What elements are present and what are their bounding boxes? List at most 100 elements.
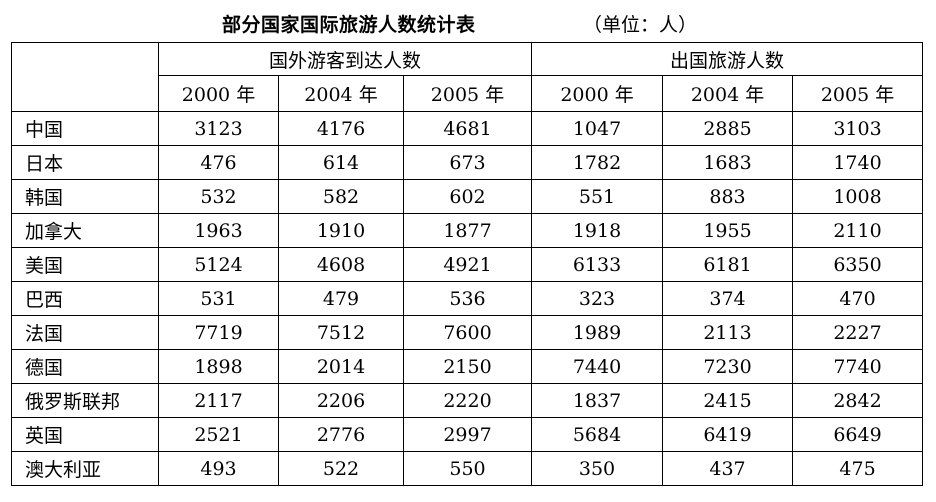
corner-cell <box>11 42 159 112</box>
header-year-row: 2000 年 2004 年 2005 年 2000 年 2004 年 2005 … <box>12 75 924 112</box>
value-cell: 673 <box>402 145 533 180</box>
value-cell: 470 <box>792 281 924 316</box>
value-cell: 522 <box>278 451 404 486</box>
value-cell: 582 <box>278 179 404 214</box>
country-cell: 韩国 <box>11 179 159 214</box>
table-row: 澳大利亚 493 522 550 350 437 475 <box>11 451 924 486</box>
year-header: 2005 年 <box>792 75 924 112</box>
table-row: 俄罗斯联邦 2117 2206 2220 1837 2415 2842 <box>11 383 924 418</box>
value-cell: 7600 <box>402 315 533 350</box>
value-cell: 493 <box>158 451 279 486</box>
table-row: 德国 1898 2014 2150 7440 7230 7740 <box>11 349 924 384</box>
value-cell: 883 <box>662 179 794 214</box>
value-cell: 7719 <box>158 315 279 350</box>
value-cell: 1683 <box>662 145 794 180</box>
country-cell: 中国 <box>11 111 159 146</box>
country-cell: 德国 <box>11 349 159 384</box>
country-cell: 美国 <box>11 247 159 282</box>
value-cell: 6350 <box>792 247 924 282</box>
value-cell: 2150 <box>402 349 533 384</box>
title-row: 部分国家国际旅游人数统计表 （单位：人） <box>0 8 936 42</box>
value-cell: 536 <box>402 281 533 316</box>
value-cell: 1047 <box>531 111 664 146</box>
value-cell: 2842 <box>792 383 924 418</box>
value-cell: 479 <box>278 281 404 316</box>
value-cell: 1008 <box>792 179 924 214</box>
value-cell: 551 <box>531 179 664 214</box>
table-row: 英国 2521 2776 2997 5684 6419 6649 <box>11 417 924 452</box>
value-cell: 2014 <box>278 349 404 384</box>
year-header: 2004 年 <box>662 75 794 112</box>
value-cell: 531 <box>158 281 279 316</box>
value-cell: 7512 <box>278 315 404 350</box>
value-cell: 550 <box>402 451 533 486</box>
year-header: 2000 年 <box>158 75 279 112</box>
value-cell: 2117 <box>158 383 279 418</box>
value-cell: 1898 <box>158 349 279 384</box>
value-cell: 4921 <box>402 247 533 282</box>
value-cell: 1963 <box>158 213 279 248</box>
table-row: 日本 476 614 673 1782 1683 1740 <box>11 145 924 180</box>
group-header-outbound: 出国旅游人数 <box>531 42 924 76</box>
year-header: 2000 年 <box>531 75 664 112</box>
value-cell: 5684 <box>531 417 664 452</box>
value-cell: 1837 <box>531 383 664 418</box>
value-cell: 4681 <box>402 111 533 146</box>
table-row: 韩国 532 582 602 551 883 1008 <box>11 179 924 214</box>
value-cell: 437 <box>662 451 794 486</box>
country-cell: 俄罗斯联邦 <box>11 383 159 418</box>
value-cell: 1910 <box>278 213 404 248</box>
value-cell: 476 <box>158 145 279 180</box>
value-cell: 7440 <box>531 349 664 384</box>
country-cell: 日本 <box>11 145 159 180</box>
table-row: 巴西 531 479 536 323 374 470 <box>11 281 924 316</box>
value-cell: 1918 <box>531 213 664 248</box>
value-cell: 323 <box>531 281 664 316</box>
value-cell: 2415 <box>662 383 794 418</box>
value-cell: 374 <box>662 281 794 316</box>
table-row: 美国 5124 4608 4921 6133 6181 6350 <box>11 247 924 282</box>
value-cell: 4608 <box>278 247 404 282</box>
country-cell: 英国 <box>11 417 159 452</box>
value-cell: 2113 <box>662 315 794 350</box>
tourism-stats-table: 国外游客到达人数 出国旅游人数 2000 年 2004 年 2005 年 200… <box>11 42 924 486</box>
table-title: 部分国家国际旅游人数统计表 <box>222 14 476 36</box>
value-cell: 350 <box>531 451 664 486</box>
value-cell: 2885 <box>662 111 794 146</box>
value-cell: 3103 <box>792 111 924 146</box>
value-cell: 6649 <box>792 417 924 452</box>
value-cell: 2206 <box>278 383 404 418</box>
value-cell: 1782 <box>531 145 664 180</box>
value-cell: 475 <box>792 451 924 486</box>
header-group-row: 国外游客到达人数 出国旅游人数 <box>11 42 924 112</box>
value-cell: 2110 <box>792 213 924 248</box>
value-cell: 5124 <box>158 247 279 282</box>
value-cell: 2521 <box>158 417 279 452</box>
table-body: 中国 3123 4176 4681 1047 2885 3103 日本 476 … <box>11 111 924 486</box>
country-cell: 巴西 <box>11 281 159 316</box>
table-row: 加拿大 1963 1910 1877 1918 1955 2110 <box>11 213 924 248</box>
value-cell: 6133 <box>531 247 664 282</box>
value-cell: 6181 <box>662 247 794 282</box>
unit-label: （单位：人） <box>583 14 698 36</box>
value-cell: 1877 <box>402 213 533 248</box>
value-cell: 2227 <box>792 315 924 350</box>
country-cell: 法国 <box>11 315 159 350</box>
value-cell: 2776 <box>278 417 404 452</box>
value-cell: 2220 <box>402 383 533 418</box>
value-cell: 3123 <box>158 111 279 146</box>
group-header-inbound: 国外游客到达人数 <box>157 42 533 76</box>
value-cell: 4176 <box>278 111 404 146</box>
value-cell: 602 <box>402 179 533 214</box>
table-row: 中国 3123 4176 4681 1047 2885 3103 <box>11 111 924 146</box>
year-header: 2005 年 <box>402 75 533 112</box>
value-cell: 1989 <box>531 315 664 350</box>
value-cell: 614 <box>278 145 404 180</box>
value-cell: 1740 <box>792 145 924 180</box>
value-cell: 6419 <box>662 417 794 452</box>
value-cell: 7740 <box>792 349 924 384</box>
country-cell: 澳大利亚 <box>11 451 159 486</box>
value-cell: 7230 <box>662 349 794 384</box>
year-header: 2004 年 <box>278 75 404 112</box>
value-cell: 2997 <box>402 417 533 452</box>
